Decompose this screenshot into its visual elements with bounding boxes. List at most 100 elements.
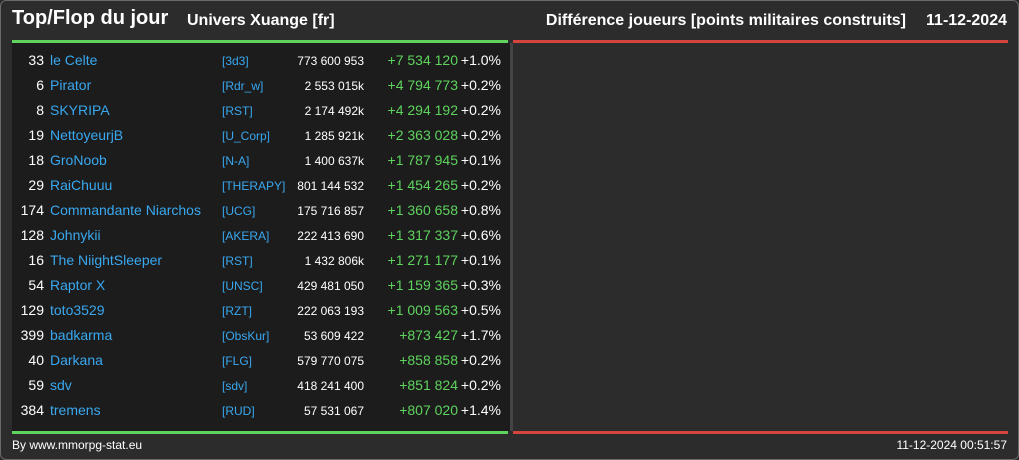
gain-percent: +0.2% [460, 127, 501, 143]
flop-accent-line-bottom [513, 431, 1008, 434]
player-name-link[interactable]: tremens [50, 402, 101, 418]
player-name-link[interactable]: SKYRIPA [50, 102, 110, 118]
player-name-link[interactable]: le Celte [50, 52, 98, 68]
points-gain: +2 363 028 [387, 127, 458, 143]
player-name-link[interactable]: Raptor X [50, 277, 106, 293]
points-gain: +807 020 [399, 402, 458, 418]
alliance-tag-link[interactable]: [RST] [222, 254, 253, 268]
player-points: 222 413 690 [297, 229, 364, 243]
player-rank: 384 [20, 402, 44, 418]
gain-percent: +0.5% [460, 302, 501, 318]
player-row: 29 RaiChuuu [THERAPY] 801 144 532 +1 454 265… [12, 173, 510, 198]
gain-percent: +0.2% [460, 102, 501, 118]
alliance-tag-link[interactable]: [sdv] [222, 379, 248, 393]
points-gain: +1 009 563 [387, 302, 458, 318]
player-name-link[interactable]: The NiightSleeper [50, 252, 163, 268]
metric-label: Différence joueurs [points militaires co… [545, 12, 906, 29]
player-row: 384 tremens [RUD] 57 531 067 +807 020 +1.4% [12, 398, 510, 423]
player-points: 429 481 050 [297, 279, 364, 293]
top-accent-line [12, 40, 508, 43]
player-points: 773 600 953 [297, 54, 364, 68]
player-name-link[interactable]: Commandante Niarchos [50, 202, 201, 218]
points-gain: +873 427 [399, 327, 458, 343]
flop-accent-line [513, 40, 1008, 43]
alliance-tag-link[interactable]: [Rdr_w] [222, 79, 264, 93]
points-gain: +1 271 177 [387, 252, 458, 268]
points-gain: +858 858 [399, 352, 458, 368]
player-rank: 6 [36, 77, 44, 93]
points-gain: +4 794 773 [387, 77, 458, 93]
gain-percent: +0.2% [460, 77, 501, 93]
gain-percent: +0.8% [460, 202, 501, 218]
alliance-tag-link[interactable]: [RZT] [222, 304, 252, 318]
player-rank: 399 [20, 327, 44, 343]
player-rank: 59 [28, 377, 44, 393]
player-row: 129 toto3529 [RZT] 222 063 193 +1 009 563 +0.… [12, 298, 510, 323]
gain-percent: +1.0% [460, 52, 501, 68]
gain-percent: +0.2% [460, 377, 501, 393]
player-rank: 174 [20, 202, 44, 218]
player-name-link[interactable]: GroNoob [50, 152, 107, 168]
points-gain: +1 360 658 [387, 202, 458, 218]
player-row: 40 Darkana [FLG] 579 770 075 +858 858 +0.2% [12, 348, 510, 373]
player-row: 19 NettoyeurjB [U_Corp] 1 285 921k +2 363 02… [12, 123, 510, 148]
player-name-link[interactable]: Darkana [50, 352, 103, 368]
player-name-link[interactable]: badkarma [50, 327, 113, 343]
player-points: 1 432 806k [304, 254, 364, 268]
player-row: 59 sdv [sdv] 418 241 400 +851 824 +0.2% [12, 373, 510, 398]
player-name-link[interactable]: Johnykii [50, 227, 101, 243]
top-accent-line-bottom [12, 431, 508, 434]
alliance-tag-link[interactable]: [U_Corp] [222, 129, 271, 143]
player-rank: 16 [28, 252, 44, 268]
player-rank: 33 [28, 52, 44, 68]
player-name-link[interactable]: toto3529 [50, 302, 105, 318]
player-rank: 128 [20, 227, 44, 243]
universe-label: Univers Xuange [fr] [187, 12, 335, 29]
player-rank: 19 [28, 127, 44, 143]
player-name-link[interactable]: RaiChuuu [50, 177, 113, 193]
gain-percent: +0.6% [460, 227, 501, 243]
alliance-tag-link[interactable]: [RUD] [222, 404, 255, 418]
player-name-link[interactable]: sdv [50, 377, 72, 393]
credit-text: By www.mmorpg-stat.eu [12, 438, 143, 452]
player-points: 418 241 400 [297, 379, 364, 393]
alliance-tag-link[interactable]: [N-A] [222, 154, 250, 168]
widget-title: Top/Flop du jour [12, 7, 169, 29]
alliance-tag-link[interactable]: [3d3] [222, 54, 249, 68]
gain-percent: +1.7% [460, 327, 501, 343]
points-gain: +1 159 365 [387, 277, 458, 293]
alliance-tag-link[interactable]: [THERAPY] [222, 179, 286, 193]
player-points: 2 553 015k [304, 79, 364, 93]
player-points: 1 400 637k [304, 154, 364, 168]
gain-percent: +0.2% [460, 177, 501, 193]
player-rank: 8 [36, 102, 44, 118]
gain-percent: +0.1% [460, 252, 501, 268]
player-rank: 54 [28, 277, 44, 293]
alliance-tag-link[interactable]: [AKERA] [222, 229, 270, 243]
player-points: 579 770 075 [297, 354, 364, 368]
alliance-tag-link[interactable]: [ObsKur] [222, 329, 270, 343]
gain-percent: +0.2% [460, 352, 501, 368]
player-name-link[interactable]: Pirator [50, 77, 92, 93]
player-row: 54 Raptor X [UNSC] 429 481 050 +1 159 365 +0.… [12, 273, 510, 298]
gain-percent: +0.3% [460, 277, 501, 293]
player-points: 2 174 492k [304, 104, 364, 118]
alliance-tag-link[interactable]: [RST] [222, 104, 253, 118]
player-points: 222 063 193 [297, 304, 364, 318]
player-name-link[interactable]: NettoyeurjB [50, 127, 124, 143]
gain-percent: +1.4% [460, 402, 501, 418]
player-rank: 129 [20, 302, 44, 318]
player-row: 16 The NiightSleeper [RST] 1 432 806k +1 271… [12, 248, 510, 273]
alliance-tag-link[interactable]: [UNSC] [222, 279, 263, 293]
player-row: 18 GroNoob [N-A] 1 400 637k +1 787 945 +0.1% [12, 148, 510, 173]
alliance-tag-link[interactable]: [FLG] [222, 354, 253, 368]
points-gain: +1 454 265 [387, 177, 458, 193]
points-gain: +1 317 337 [387, 227, 458, 243]
panel-divider [510, 43, 513, 431]
player-points: 1 285 921k [304, 129, 364, 143]
alliance-tag-link[interactable]: [UCG] [222, 204, 256, 218]
player-points: 53 609 422 [303, 329, 364, 343]
gain-percent: +0.1% [460, 152, 501, 168]
player-row: 6 Pirator [Rdr_w] 2 553 015k +4 794 773 +0.2% [12, 73, 510, 98]
header-date: 11-12-2024 [926, 12, 1007, 29]
